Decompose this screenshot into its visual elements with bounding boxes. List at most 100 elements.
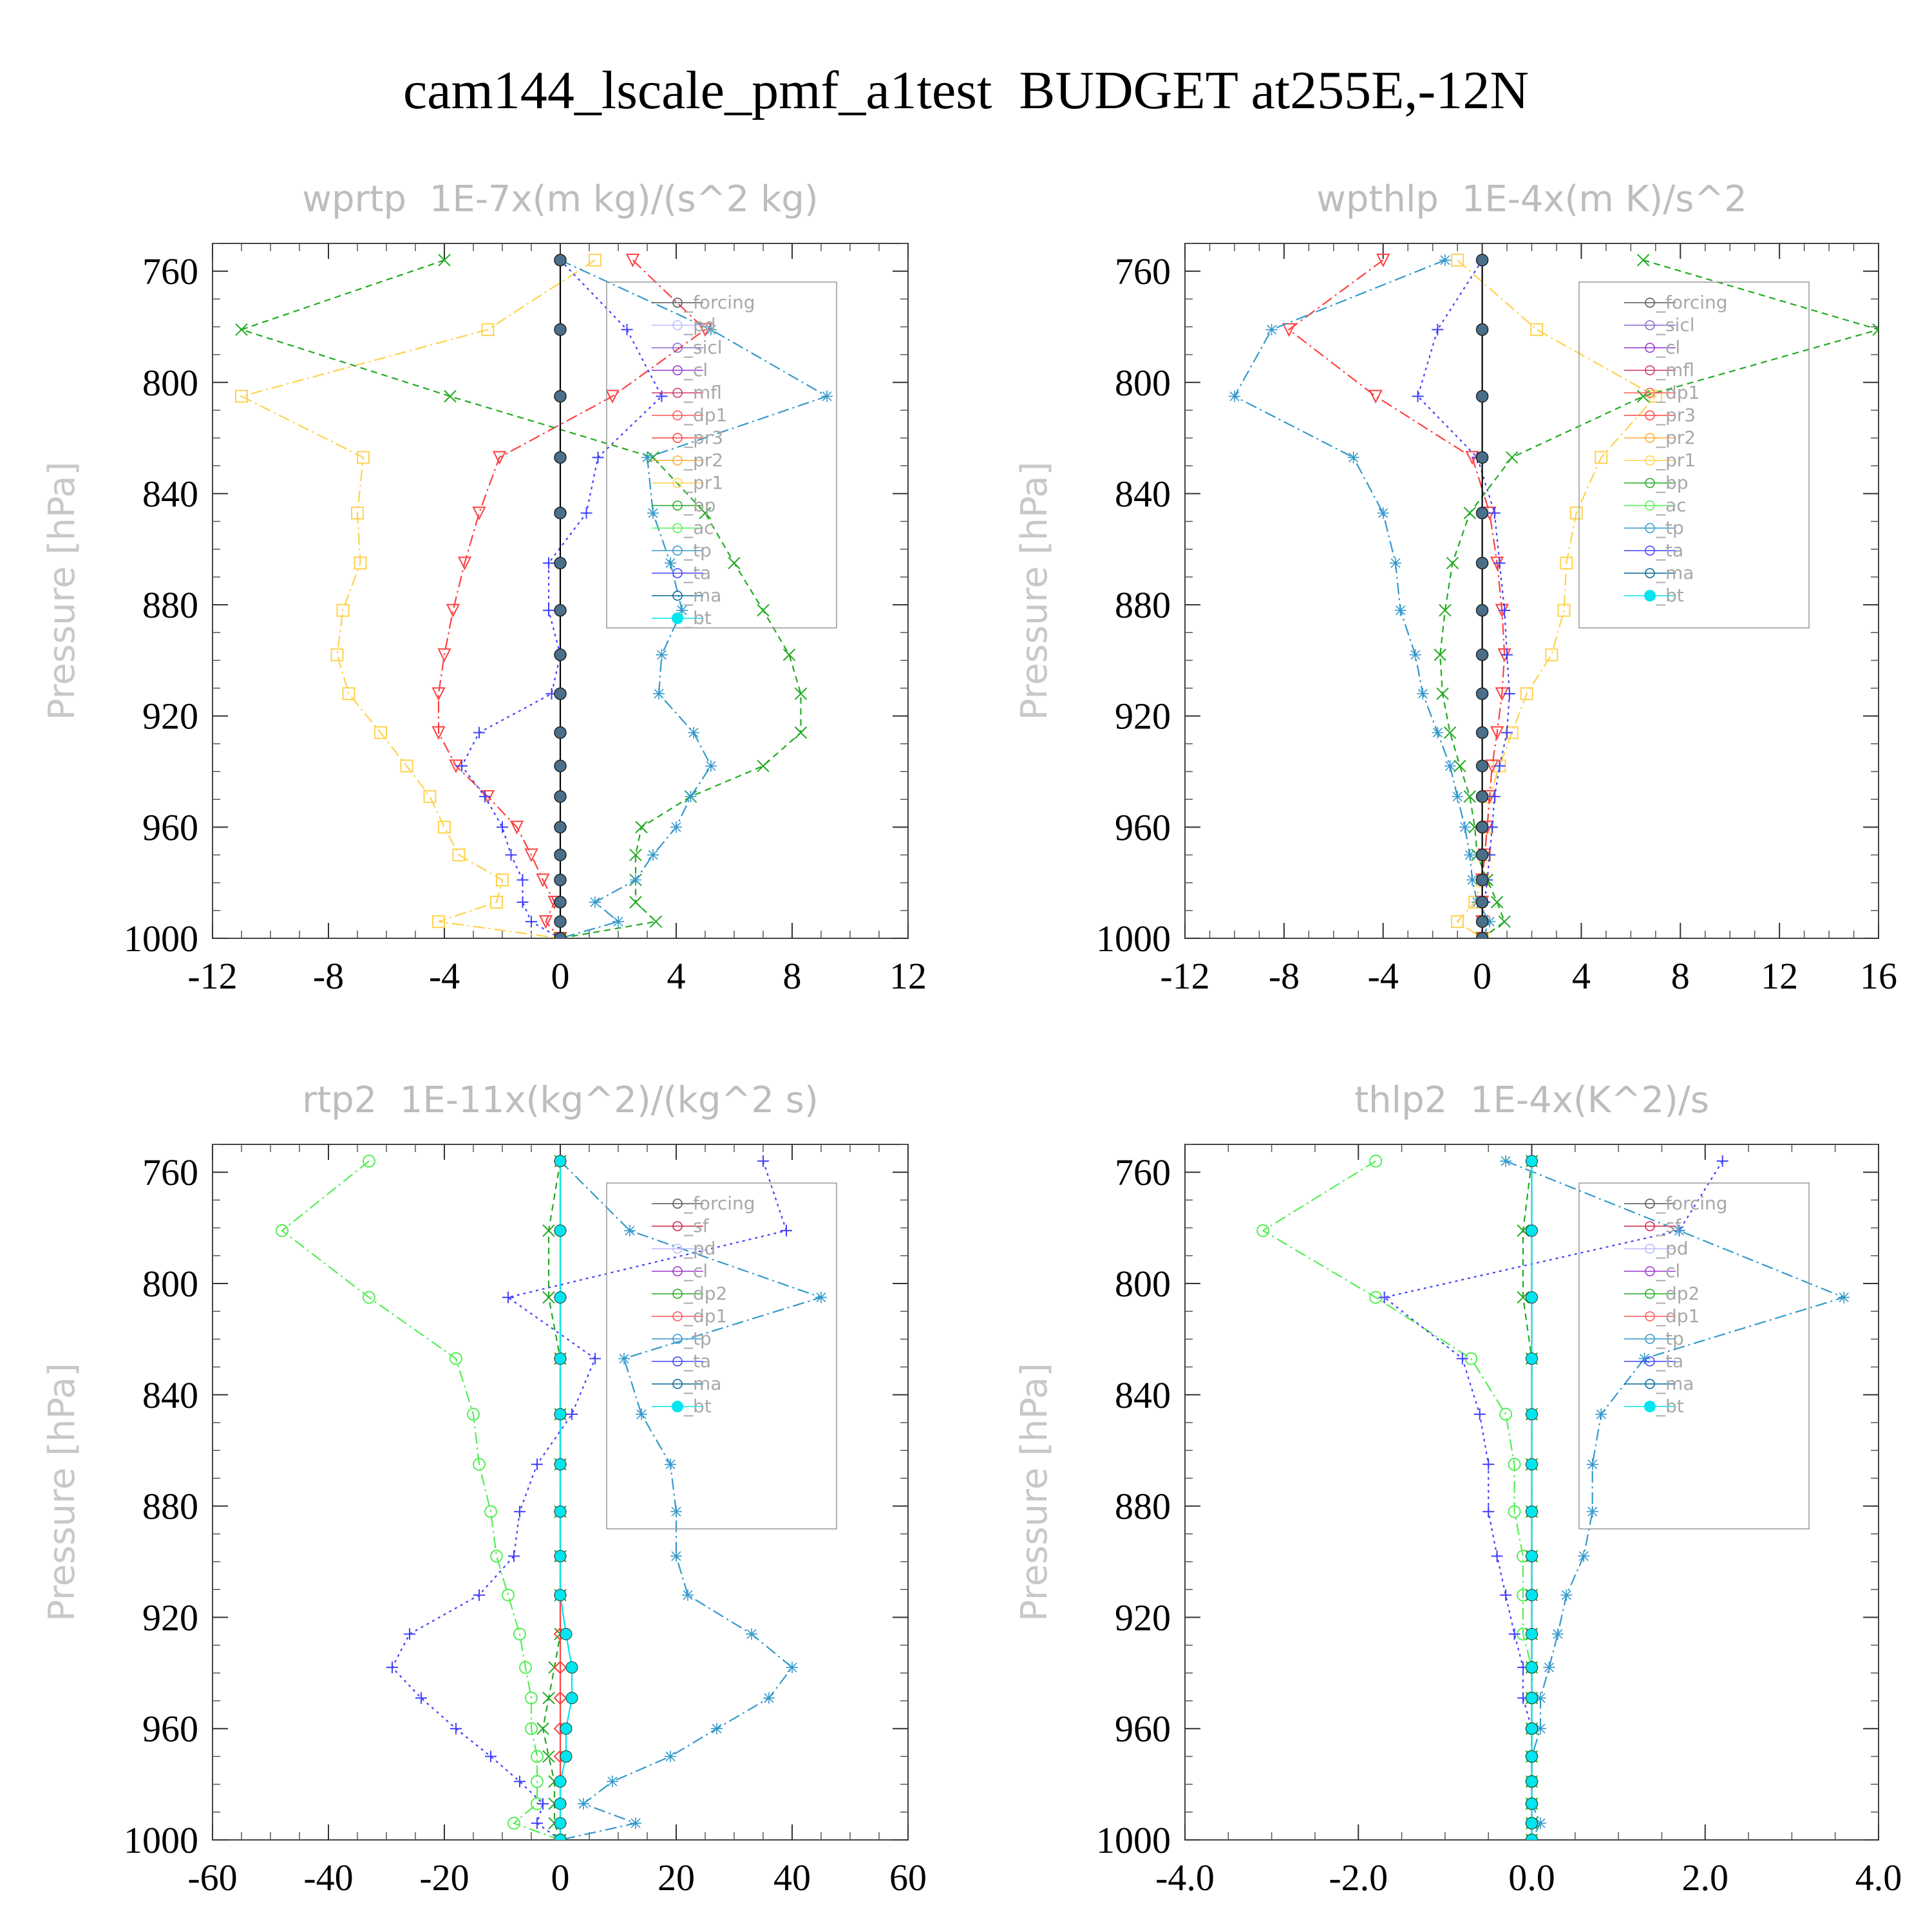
data-point [665,1458,676,1470]
data-point [1506,451,1519,464]
data-point [1482,1506,1495,1518]
data-point [682,1589,694,1601]
data-point [1649,390,1662,403]
x-tick-label: 20 [658,1857,695,1899]
data-point [1560,556,1573,570]
data-point [635,820,648,834]
series-line [1262,1160,1533,1840]
data-point [481,323,495,336]
data-point [670,1550,682,1562]
data-point [432,915,445,929]
x-tick-label: -8 [1269,955,1300,997]
data-point [452,848,466,862]
data-point [1500,1589,1512,1601]
data-point [1526,1408,1538,1421]
data-point [1484,916,1496,928]
legend-entry: _tp [1656,517,1684,538]
y-tick-label: 840 [142,473,198,515]
x-tick-label: -8 [313,955,344,997]
data-point [578,1797,589,1810]
data-point [665,557,676,569]
legend-entry: _pd [683,1238,716,1259]
data-point [502,1291,514,1303]
panel-title: thlp2 1E-4x(K^2)/s [1354,1079,1709,1121]
data-point [1490,896,1504,909]
legend-entry: _cl [683,359,708,381]
data-point [1432,726,1444,739]
data-point [589,253,601,267]
y-tick-label: 760 [142,1151,198,1193]
zero-marker [554,726,567,739]
series-line [560,1160,824,1840]
zero-marker [554,649,567,661]
data-point [514,1506,526,1518]
data-point [1256,1224,1270,1237]
legend-entry: _ma [1656,562,1694,583]
legend-entry: _pd [683,314,716,336]
y-tick-label: 840 [142,1374,198,1416]
data-point [1636,254,1650,267]
data-point [415,1692,427,1704]
data-point [1526,1352,1538,1365]
legend-entry: _pr1 [1656,450,1696,471]
y-tick-label: 960 [1115,806,1171,848]
zero-marker [554,506,567,520]
data-point [1503,688,1515,700]
zero-marker [554,790,567,803]
chart-panel-2: wpthlp 1E-4x(m K)/s^2 Pressure [hPa] -12 -8… [1014,178,1897,997]
x-tick-label: 12 [1761,955,1798,997]
data-point [612,916,624,928]
data-point [505,849,517,861]
data-point [580,507,592,519]
data-point [1412,390,1424,402]
data-point [490,895,503,909]
data-point [1501,649,1513,661]
panel-title: wpthlp 1E-4x(m K)/s^2 [1316,178,1747,220]
series-dp2 [1517,1155,1539,1840]
data-point [1443,726,1457,739]
legend-entry: _dp2 [1656,1283,1700,1304]
zero-marker [1475,254,1489,267]
legend-entry: _dp1 [683,1305,727,1327]
data-point [1517,1224,1530,1237]
data-point [513,1627,526,1641]
data-point [1394,604,1406,616]
data-point [516,896,529,908]
legend-entry: _dp1 [1656,1305,1700,1327]
y-axis-label: Pressure [hPa] [41,462,83,721]
data-point [1498,915,1511,928]
data-point [629,848,642,862]
series-line [460,260,663,938]
data-point [492,451,507,465]
series-line [1456,260,1657,938]
data-point [786,1662,798,1674]
page-title: cam144_lscale_pmf_a1test BUDGET at255E,-… [402,61,1530,120]
data-point [1569,506,1583,520]
x-tick-label: 60 [889,1857,927,1899]
data-point [1508,1457,1521,1471]
x-tick-label: -20 [419,1857,469,1899]
data-point [554,1775,567,1788]
series-bt [554,1155,578,1840]
y-tick-label: 960 [142,1708,198,1750]
zero-marker [554,759,567,773]
zero-marker [554,254,567,267]
data-point [705,323,717,336]
zero-marker [1475,649,1489,661]
series-ta [456,254,668,938]
legend-entry: _bt [683,1396,712,1417]
legend-entry: _ac [683,517,714,538]
data-point [1520,687,1533,701]
data-point [641,451,653,464]
data-point [357,451,370,464]
x-tick-label: 4 [667,955,686,997]
plot-frame [1184,243,1879,939]
legend-entry: _bt [1656,1396,1684,1417]
data-point [342,687,355,701]
legend-entry: _cl [1656,1260,1680,1282]
y-tick-label: 880 [1115,1486,1171,1528]
data-point [1560,1589,1573,1601]
data-point [537,1797,549,1810]
chart-panel-1: wprtp 1E-7x(m kg)/(s^2 kg) Pressure [hPa]… [41,178,927,997]
data-point [554,1505,567,1518]
